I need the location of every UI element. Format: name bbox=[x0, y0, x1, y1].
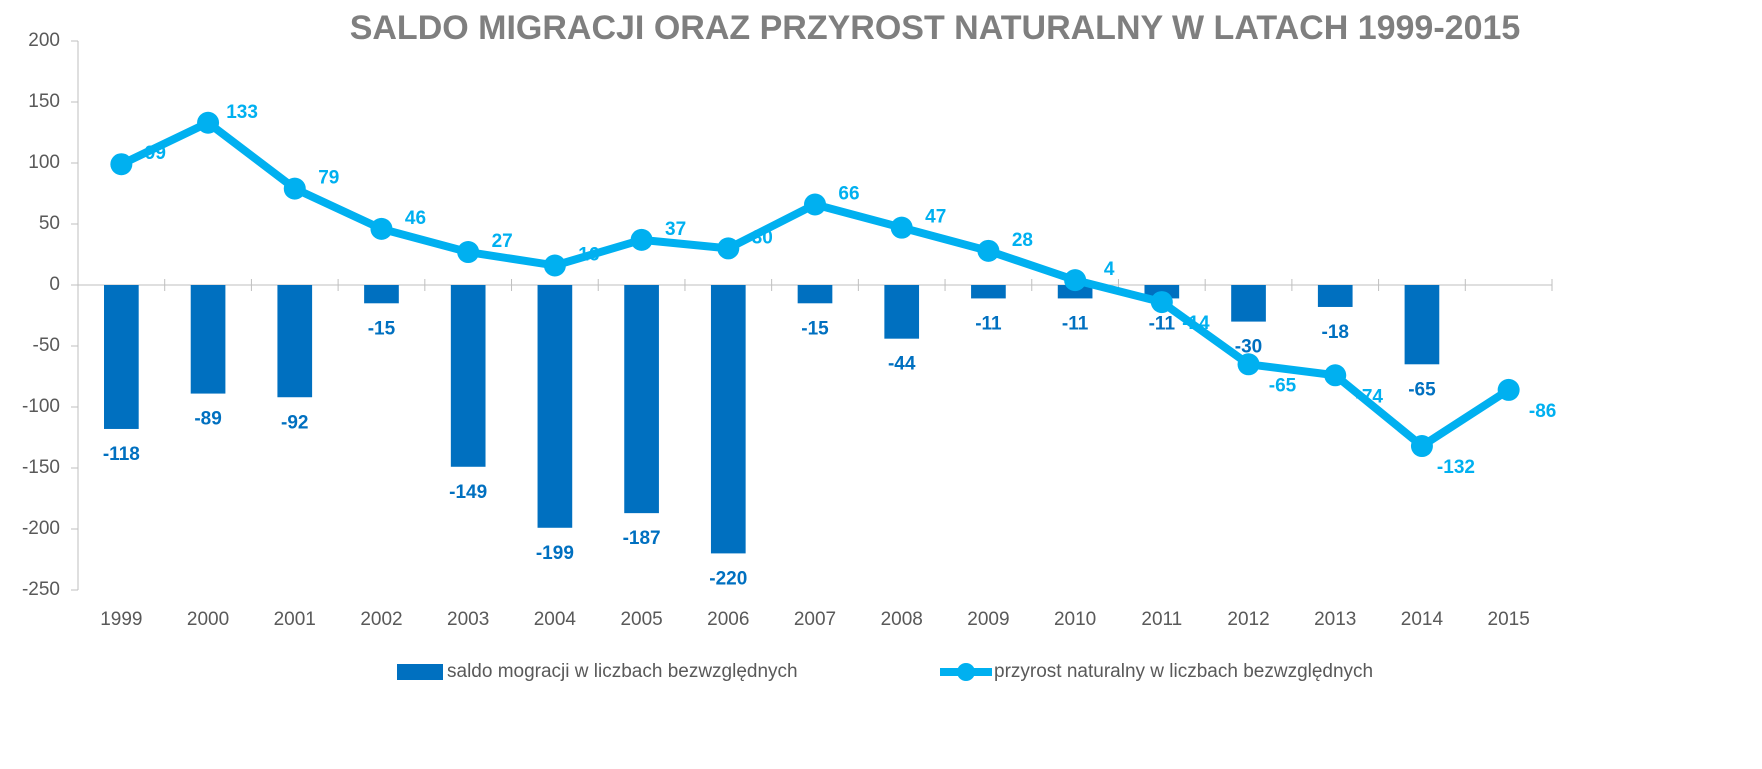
y-tick-label: 200 bbox=[28, 30, 60, 51]
line-value-label: -132 bbox=[1437, 457, 1475, 478]
line-point bbox=[283, 177, 306, 200]
y-tick-label: 150 bbox=[28, 91, 60, 112]
bar bbox=[537, 285, 573, 528]
line-value-label: 46 bbox=[405, 208, 426, 229]
bar bbox=[104, 285, 139, 429]
line-value-label: 28 bbox=[1012, 230, 1033, 251]
bar bbox=[1231, 285, 1266, 322]
x-tick-label: 2004 bbox=[534, 609, 577, 630]
x-tick-label: 2008 bbox=[881, 609, 923, 630]
y-tick-label: -250 bbox=[22, 579, 60, 600]
line-value-label: 99 bbox=[145, 143, 166, 164]
y-tick-label: -50 bbox=[33, 335, 60, 356]
bar-value-label: -18 bbox=[1322, 322, 1349, 343]
y-tick-label: 50 bbox=[39, 213, 60, 234]
bar bbox=[971, 285, 1006, 299]
bar bbox=[1317, 285, 1353, 307]
x-tick-label: 2012 bbox=[1227, 609, 1269, 630]
y-tick-label: -150 bbox=[22, 457, 60, 478]
x-tick-label: 2005 bbox=[620, 609, 662, 630]
bar bbox=[797, 285, 833, 304]
line-value-label: -74 bbox=[1356, 386, 1384, 407]
y-tick-label: -200 bbox=[22, 518, 60, 539]
line-value-label: -14 bbox=[1182, 313, 1210, 334]
line-value-label: 79 bbox=[318, 168, 339, 189]
x-tick-label: 2013 bbox=[1314, 609, 1356, 630]
bar-value-label: -187 bbox=[623, 528, 661, 549]
x-tick-label: 2007 bbox=[794, 609, 836, 630]
line-point bbox=[1410, 435, 1433, 458]
bar bbox=[624, 285, 659, 514]
line-point bbox=[717, 237, 740, 260]
line-value-label: 133 bbox=[226, 102, 258, 123]
bar-value-label: -199 bbox=[536, 543, 574, 564]
x-tick-label: 2003 bbox=[447, 609, 489, 630]
line-value-label: 66 bbox=[838, 183, 859, 204]
x-tick-label: 2014 bbox=[1401, 609, 1444, 630]
line-point bbox=[1150, 291, 1173, 314]
line-point bbox=[1324, 364, 1347, 387]
line-point bbox=[1237, 353, 1260, 376]
bar-value-label: -89 bbox=[194, 409, 221, 430]
bar bbox=[450, 285, 486, 467]
bar-value-label: -118 bbox=[103, 444, 140, 465]
bar-value-label: -149 bbox=[449, 482, 487, 503]
legend-swatch-marker bbox=[957, 663, 975, 681]
bar-value-label: -15 bbox=[801, 318, 829, 339]
line-point bbox=[457, 241, 480, 264]
line-point bbox=[543, 254, 566, 277]
bar-value-label: -11 bbox=[1149, 313, 1176, 334]
bar-value-label: -11 bbox=[975, 313, 1002, 334]
x-tick-label: 2000 bbox=[187, 609, 229, 630]
legend-label: przyrost naturalny w liczbach bezwzględn… bbox=[994, 661, 1373, 682]
x-tick-label: 2001 bbox=[274, 609, 316, 630]
bar bbox=[190, 285, 226, 394]
bar bbox=[1404, 285, 1440, 365]
line-point bbox=[890, 216, 913, 239]
line-point bbox=[630, 228, 653, 251]
chart-title: SALDO MIGRACJI ORAZ PRZYROST NATURALNY W… bbox=[350, 9, 1521, 47]
legend-label: saldo mogracji w liczbach bezwzględnych bbox=[447, 661, 798, 682]
y-tick-label: 100 bbox=[28, 152, 60, 173]
bar-value-label: -15 bbox=[368, 318, 396, 339]
line-point bbox=[370, 217, 393, 240]
line-value-label: 47 bbox=[925, 207, 946, 228]
x-tick-label: 2010 bbox=[1054, 609, 1096, 630]
y-tick-label: -100 bbox=[22, 396, 60, 417]
line-value-label: 16 bbox=[578, 244, 599, 265]
line-point bbox=[197, 111, 220, 134]
x-tick-label: 2015 bbox=[1488, 609, 1530, 630]
legend-swatch bbox=[397, 664, 443, 680]
line-point bbox=[1497, 378, 1520, 401]
bar bbox=[364, 285, 399, 304]
bar-value-label: -11 bbox=[1062, 313, 1089, 334]
line-value-label: -86 bbox=[1529, 401, 1556, 422]
bar-value-label: -220 bbox=[709, 568, 747, 589]
bar bbox=[1057, 285, 1093, 299]
line-point bbox=[1064, 269, 1087, 292]
line-point bbox=[977, 239, 1000, 262]
line-value-label: 37 bbox=[665, 219, 686, 240]
x-tick-label: 2009 bbox=[967, 609, 1009, 630]
bar-value-label: -65 bbox=[1408, 379, 1436, 400]
y-tick-label: 0 bbox=[49, 274, 60, 295]
bar-value-label: -30 bbox=[1235, 337, 1262, 358]
line-point bbox=[110, 153, 133, 176]
x-tick-label: 1999 bbox=[100, 609, 142, 630]
bar bbox=[884, 285, 920, 339]
x-tick-label: 2011 bbox=[1141, 609, 1182, 630]
line-point bbox=[804, 193, 826, 216]
line-value-label: 30 bbox=[752, 227, 773, 248]
line-value-label: 4 bbox=[1104, 259, 1115, 280]
bar-value-label: -92 bbox=[281, 412, 308, 433]
bar-value-label: -44 bbox=[888, 354, 916, 375]
x-tick-label: 2006 bbox=[707, 609, 749, 630]
x-tick-label: 2002 bbox=[360, 609, 402, 630]
bar bbox=[277, 285, 313, 398]
bar bbox=[710, 285, 746, 554]
line-value-label: -65 bbox=[1269, 375, 1297, 396]
line-value-label: 27 bbox=[492, 231, 513, 252]
